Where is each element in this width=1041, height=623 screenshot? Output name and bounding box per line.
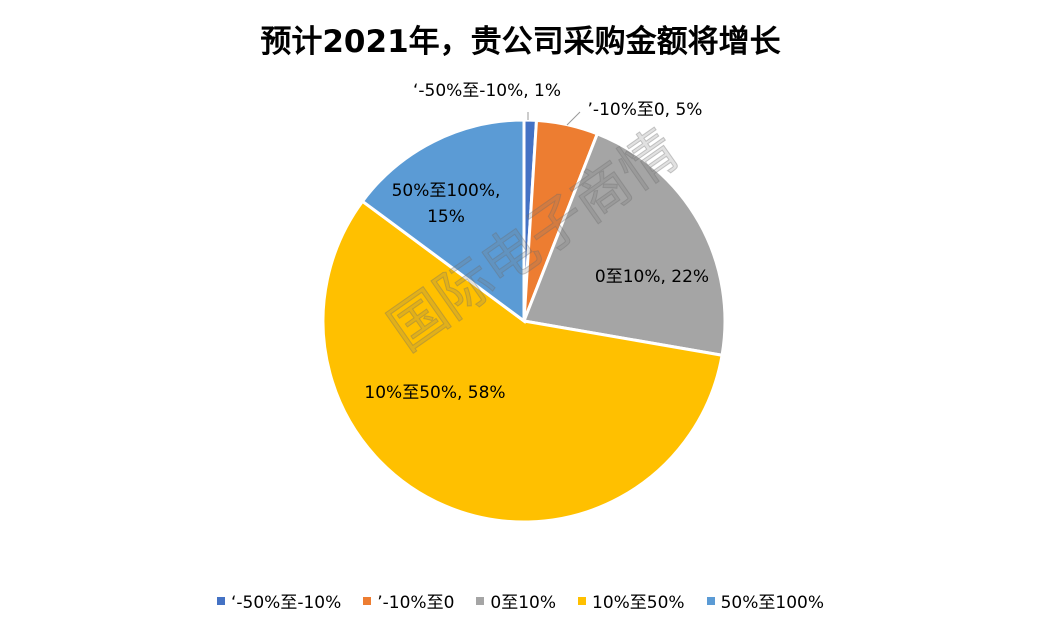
data-label: ’-10%至0, 5% [588,100,703,120]
legend-item: 0至10% [476,588,556,613]
legend: ‘-50%至-10% ’-10%至0 0至10% 10%至50% 50%至100% [0,588,1041,613]
legend-label: ‘-50%至-10% [231,593,342,613]
pie-slice [321,199,724,524]
legend-swatch [476,596,485,605]
data-label: ‘-50%至-10%, 1% [413,81,561,101]
data-label: 50%至100%, 15% [392,181,501,227]
legend-item: 10%至50% [578,588,685,613]
data-label: 0至10%, 22% [595,267,709,287]
legend-label: 50%至100% [720,593,824,613]
pie-slice [521,131,727,357]
legend-item: ’-10%至0 [363,588,454,613]
pie-slice [360,118,526,324]
legend-swatch [217,596,226,605]
legend-item: 50%至100% [706,588,824,613]
legend-item: ‘-50%至-10% [217,588,341,613]
legend-label: ’-10%至0 [377,593,455,613]
label-leader-line [566,111,581,126]
chart-title: 预计2021年，贵公司采购金额将增长 [260,24,781,60]
legend-swatch [363,596,372,605]
legend-label: 0至10% [490,593,557,613]
legend-swatch [706,596,715,605]
legend-swatch [578,596,587,605]
data-label: 10%至50%, 58% [364,383,505,403]
legend-label: 10%至50% [592,593,685,613]
